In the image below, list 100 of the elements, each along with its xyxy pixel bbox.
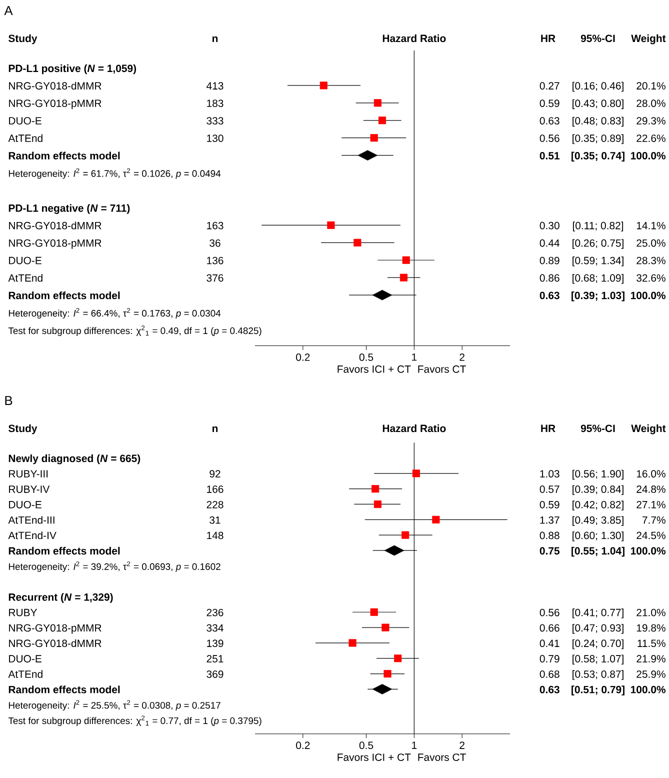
text: Hazard Ratio (382, 424, 446, 432)
text: [0.55; 1.04] (572, 546, 624, 557)
text: 16.0% (636, 470, 666, 478)
y-tick-label: NRG-GY018-pMMR (9, 239, 102, 249)
x-tick-label: 0.5 (359, 742, 374, 750)
text: 29.3% (636, 117, 666, 124)
text: 20.1% (636, 82, 666, 90)
data-label: 1.03 (540, 470, 560, 478)
data-label: 0.66 (540, 624, 560, 632)
text: Study (8, 424, 38, 434)
text: 21.9% (636, 655, 666, 662)
text: n (212, 426, 218, 432)
y-tick-label: NRG-GY018-pMMR (9, 100, 102, 110)
data-label: 0.57 (540, 486, 560, 493)
text: [0.51; 0.79] (572, 686, 624, 696)
text: 100.0% (630, 292, 666, 300)
text: [0.53; 0.87] (572, 670, 624, 680)
text: HR (541, 34, 556, 42)
text: [0.35; 0.89] (572, 134, 624, 144)
x-tick-label: 0.2 (296, 353, 310, 361)
text: 95%-CI (580, 424, 615, 432)
text: 369 (206, 670, 224, 678)
y-tick-label: RUBY-III (9, 470, 48, 478)
text: 11.5% (638, 640, 666, 648)
x-tick-label: 0.2 (296, 742, 310, 750)
text: 334 (206, 624, 224, 632)
data-label: 0.30 (540, 222, 560, 230)
text: Study (8, 34, 38, 44)
y-tick-label: RUBY (9, 608, 38, 616)
text: [0.11; 0.82] (572, 222, 624, 232)
text: 100.0% (630, 686, 666, 694)
text: A (4, 6, 13, 15)
x-tick-label: 0.5 (359, 353, 374, 361)
data-label: 0.41 (540, 640, 560, 648)
text: [0.59; 1.34] (572, 256, 624, 266)
data-label: 0.86 (540, 274, 560, 282)
y-tick-label: NRG-GY018-dMMR (9, 639, 102, 648)
y-tick-label: AtTEnd (8, 134, 42, 142)
y-tick-label: Random effects model (8, 546, 120, 555)
text: Weight (631, 424, 666, 434)
text: Favors ICI + CT (338, 754, 411, 761)
text: [0.16; 0.46] (572, 82, 624, 92)
text: Favors CT (418, 365, 466, 373)
data-label: 0.27 (540, 82, 560, 90)
text: 139 (207, 640, 224, 648)
x-tick-label: 2 (460, 742, 464, 749)
text: 163 (207, 222, 224, 230)
text: 0.75 (540, 547, 560, 555)
x-tick-label: 1 (412, 742, 417, 749)
text: 0.63 (540, 686, 560, 694)
data-label: 0.59 (540, 100, 560, 108)
text: 24.8% (636, 486, 666, 493)
y-tick-label: DUO-E (9, 500, 42, 508)
y-tick-label: Random effects model (8, 686, 120, 694)
text: Favors ICI + CT (338, 365, 411, 373)
text: 228 (206, 500, 224, 508)
data-label: 0.89 (540, 256, 560, 264)
text: [0.39; 1.03] (572, 291, 624, 302)
data-label: 0.68 (540, 670, 560, 678)
y-tick-label: Heterogeneity: I$^{2}$ = 25.5%, τ$^{2}$ = 0.0308, p = 0.2517 (8, 700, 220, 711)
text: [0.60; 1.30] (572, 531, 624, 542)
text: [0.48; 0.83] (572, 116, 624, 127)
text: [0.35; 0.74] (572, 152, 624, 162)
text: 25.0% (636, 239, 666, 247)
text: 7.7% (642, 516, 666, 524)
text: B (5, 396, 12, 405)
text: 22.6% (636, 134, 666, 142)
text: 100.0% (630, 547, 666, 555)
text: n (212, 36, 218, 42)
text: [0.47; 0.93] (572, 624, 624, 634)
text: 100.0% (630, 152, 666, 160)
text: 0.63 (540, 292, 560, 300)
text: 413 (206, 82, 224, 90)
text: Weight (631, 34, 666, 44)
text: 333 (206, 117, 224, 124)
text: Hazard Ratio (382, 34, 446, 42)
text: [0.39; 0.84] (572, 485, 624, 495)
text: 28.3% (636, 256, 666, 264)
y-tick-label: RUBY-IV (9, 486, 50, 493)
y-tick-label: AtTEnd (8, 670, 42, 678)
data-label: 0.44 (540, 239, 560, 247)
data-label: 0.88 (540, 532, 560, 540)
y-tick-label: Random effects model (8, 152, 120, 160)
data-label: 0.59 (540, 500, 560, 508)
text: [0.68; 1.09] (572, 274, 624, 284)
text: 28.0% (636, 100, 666, 108)
text: 21.0% (636, 608, 666, 616)
text: 14.1% (636, 222, 666, 230)
text: [0.42; 0.82] (572, 500, 624, 510)
text: [0.26; 0.75] (572, 239, 624, 249)
data-label: 0.63 (540, 117, 560, 124)
text: 24.5% (636, 532, 666, 540)
x-tick-label: 2 (460, 353, 464, 361)
text: 183 (207, 100, 224, 108)
y-tick-label: NRG-GY018-dMMR (9, 82, 102, 90)
text: Favors CT (418, 754, 466, 761)
data-label: 0.56 (540, 134, 560, 142)
y-tick-label: DUO-E (9, 256, 42, 264)
y-tick-label: Random effects model (8, 291, 120, 300)
y-tick-label: Recurrent (N = 1,329) (8, 593, 113, 603)
